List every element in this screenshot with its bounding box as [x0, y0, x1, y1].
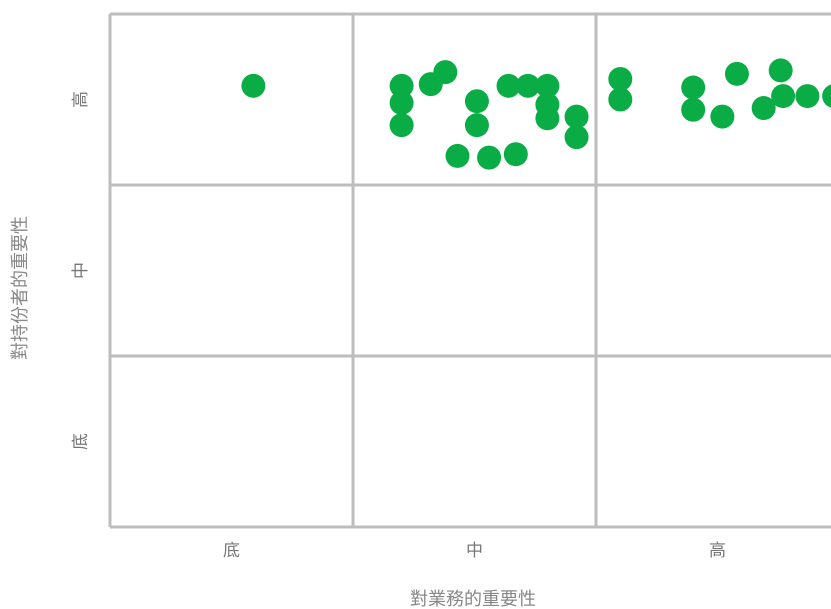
data-point [681, 75, 706, 100]
data-points [241, 58, 831, 170]
x-tick-label: 中 [466, 541, 483, 561]
x-tick-label: 底 [223, 541, 240, 561]
data-point [710, 104, 735, 129]
data-point [389, 73, 414, 98]
data-point [535, 73, 560, 98]
data-point [724, 61, 749, 86]
data-point [503, 142, 528, 167]
y-tick-label: 底 [71, 433, 91, 450]
data-point [433, 60, 458, 85]
y-tick-labels: 底中高 [71, 91, 91, 450]
data-point [751, 96, 776, 121]
y-axis-title: 對持份者的重要性 [10, 216, 31, 360]
data-point [771, 84, 796, 109]
data-point [535, 106, 560, 131]
data-point [795, 84, 820, 109]
data-point [389, 90, 414, 115]
data-point [389, 113, 414, 138]
y-tick-label: 中 [71, 262, 91, 279]
data-point [477, 145, 502, 170]
data-point [515, 73, 540, 98]
data-point [608, 66, 633, 91]
data-point [496, 73, 521, 98]
data-point [564, 125, 589, 150]
data-point [464, 89, 489, 114]
data-point [768, 58, 793, 83]
data-point [822, 84, 831, 108]
y-tick-label: 高 [71, 91, 91, 108]
data-point [681, 97, 706, 122]
data-point [464, 113, 489, 138]
data-point [564, 104, 589, 129]
data-point [608, 87, 633, 112]
x-tick-labels: 底中高 [223, 541, 726, 561]
grid [108, 12, 831, 529]
data-point [445, 143, 470, 168]
data-point [241, 73, 266, 98]
x-tick-label: 高 [709, 541, 726, 561]
x-axis-title: 對業務的重要性 [410, 589, 536, 609]
